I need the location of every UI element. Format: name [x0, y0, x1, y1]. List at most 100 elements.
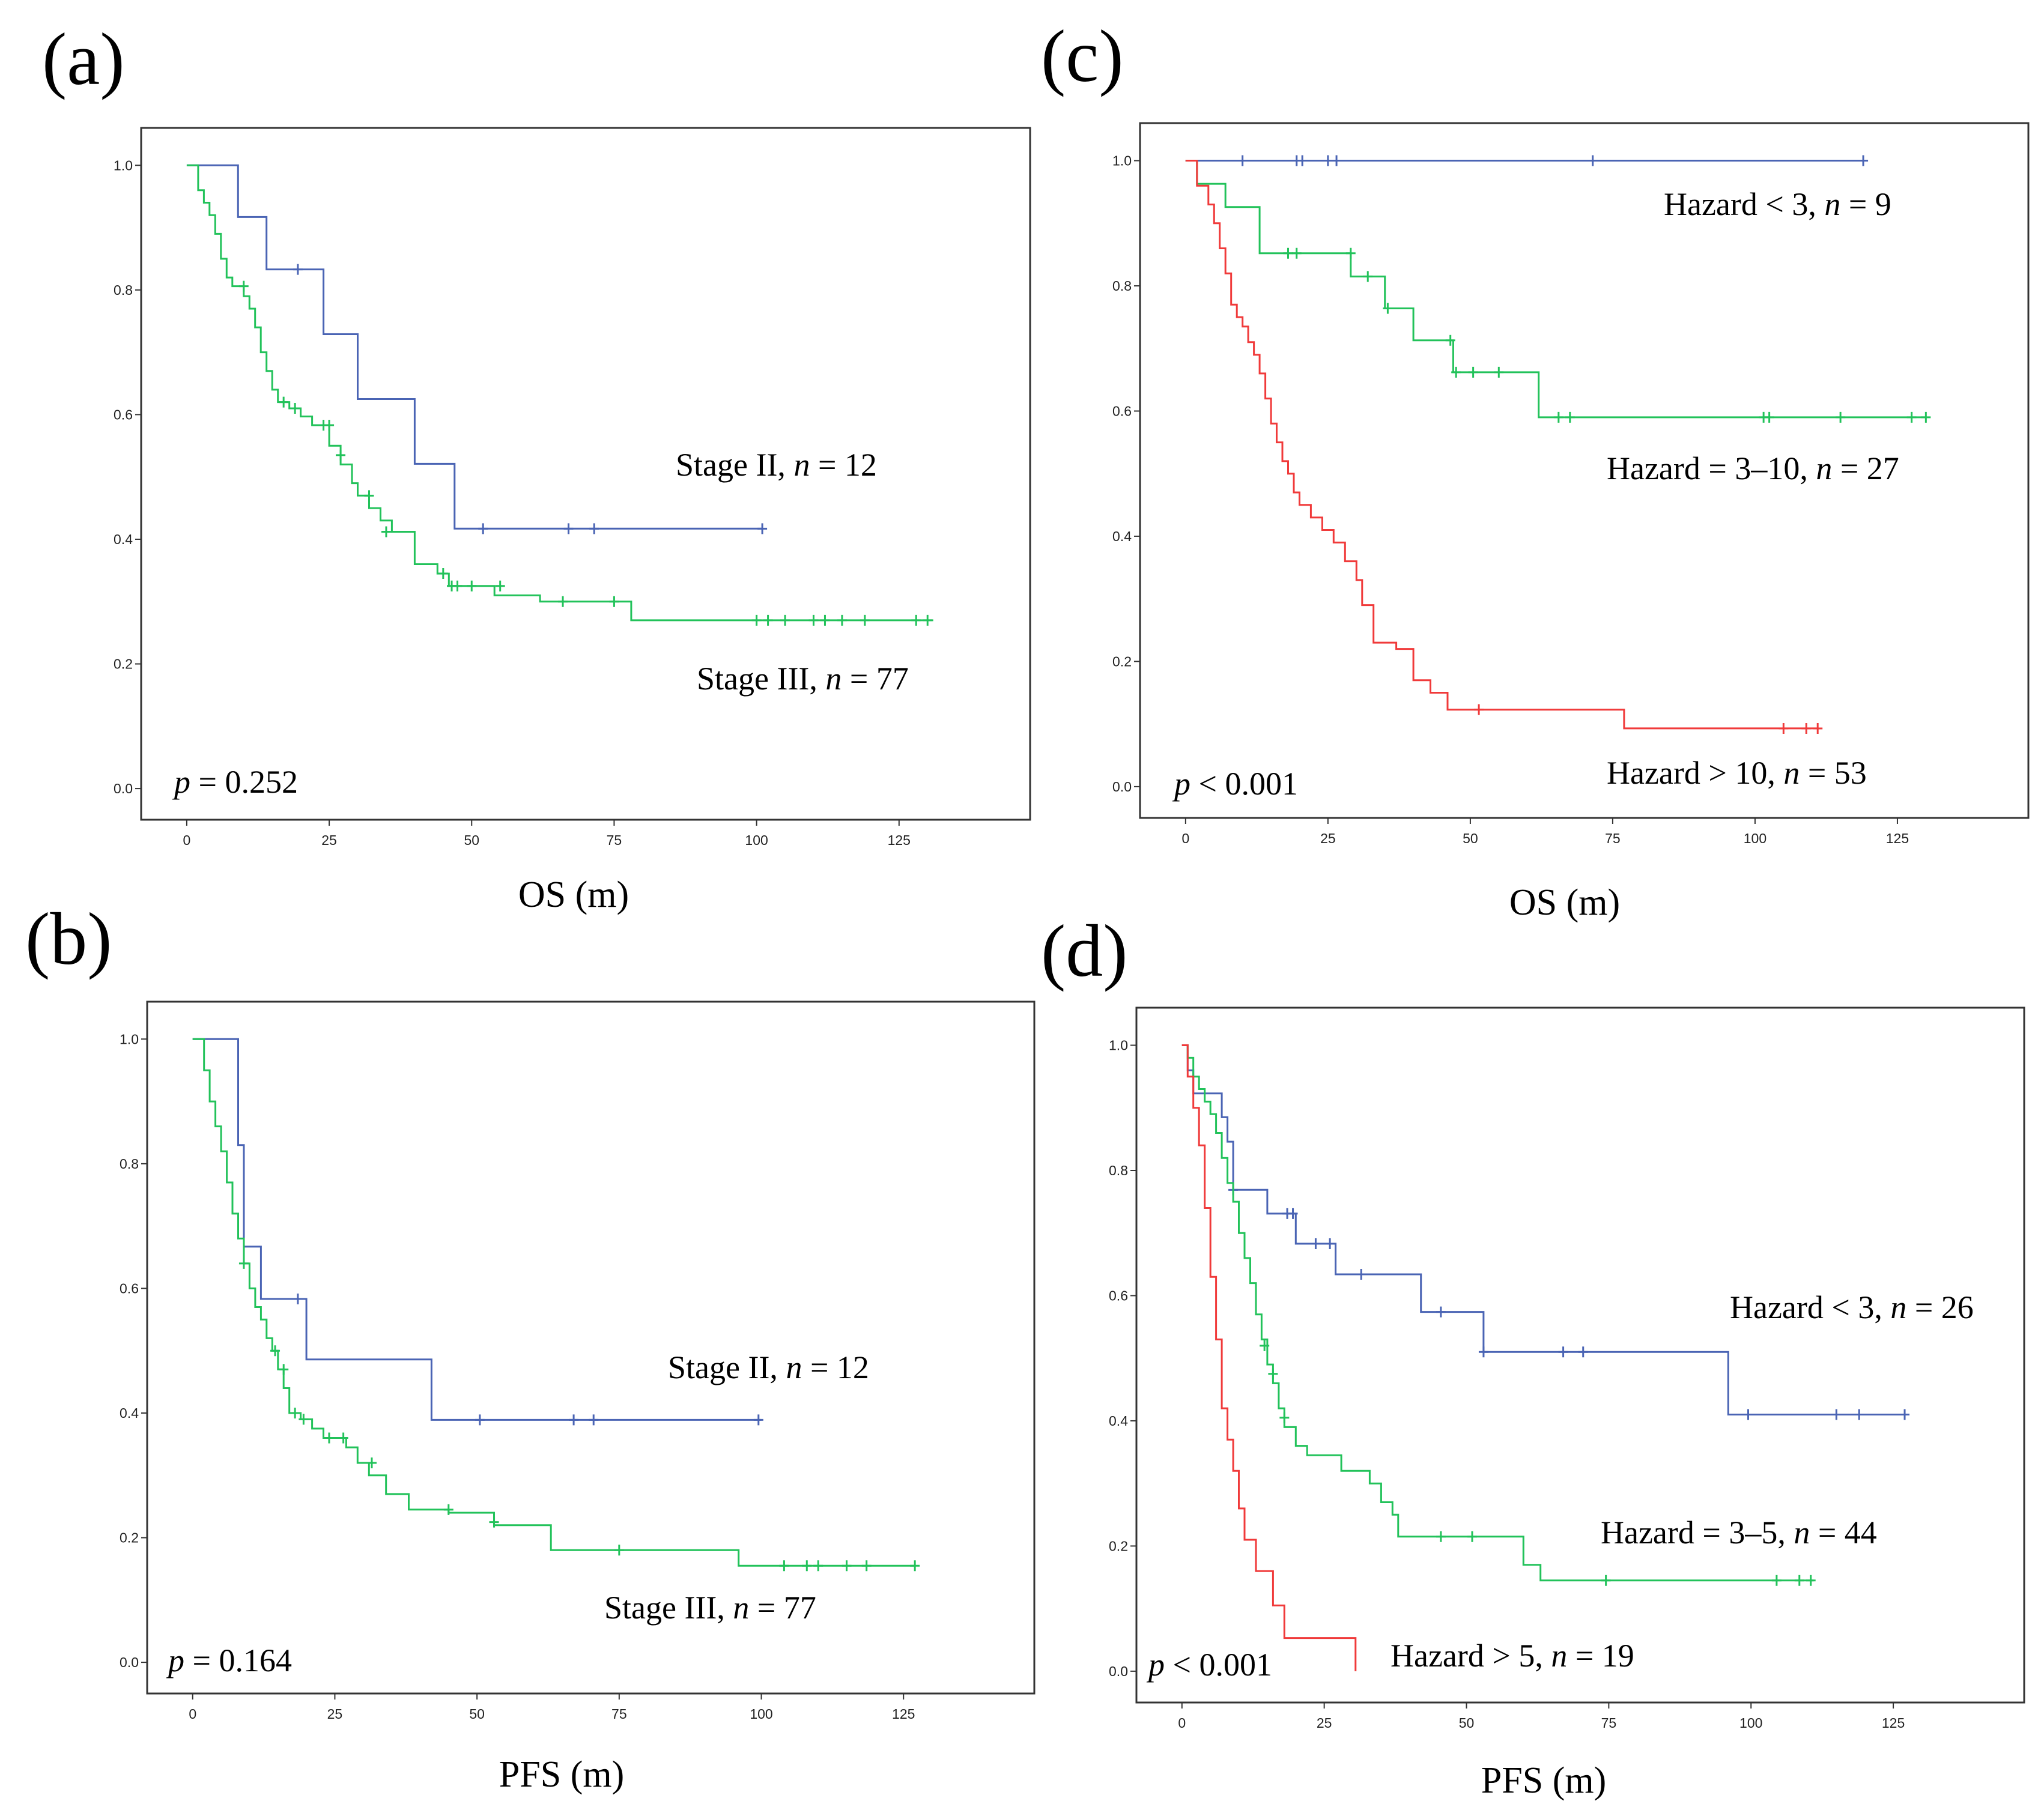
censor-mark [861, 1560, 872, 1572]
y-tick-label: 0.4 [1112, 528, 1132, 544]
series-label-1: Stage II, n = 12 [676, 447, 877, 483]
series-label-n: n [733, 1590, 749, 1626]
x-tick-label: 125 [892, 1706, 915, 1722]
censor-mark [589, 1414, 599, 1426]
x-tick-label: 75 [607, 832, 622, 848]
x-tick-label: 50 [469, 1706, 485, 1722]
plot-frame [1135, 1006, 2025, 1704]
censor-mark [293, 1294, 303, 1305]
x-tick-label: 25 [327, 1706, 343, 1722]
p-symbol: p [1172, 766, 1190, 802]
panel-letter: (c) [1041, 15, 1124, 97]
plot-frame [140, 127, 1031, 821]
censor-mark [757, 523, 768, 534]
survival-curve-2 [192, 1038, 915, 1567]
p-value-text: < 0.001 [1190, 766, 1298, 802]
y-tick-label: 0.0 [114, 781, 133, 796]
x-tick-label: 75 [1605, 831, 1621, 846]
y-tick-label: 1.0 [1109, 1038, 1128, 1053]
censor-mark [279, 1364, 289, 1375]
y-tick-label: 0.0 [1112, 779, 1132, 795]
x-tick-label: 50 [1459, 1715, 1475, 1731]
series-label-n: n [1816, 450, 1832, 486]
censor-mark [338, 1432, 348, 1444]
censor-mark [558, 596, 568, 607]
series-label-name: Hazard > 5, [1390, 1638, 1551, 1674]
censor-mark [1858, 155, 1869, 166]
censor-mark [1325, 1238, 1335, 1249]
censor-mark [381, 526, 391, 537]
x-tick-label: 50 [1463, 831, 1478, 846]
censor-mark [1311, 1238, 1321, 1249]
x-axis-label: PFS (m) [1481, 1760, 1606, 1801]
series-label-n: n [786, 1349, 802, 1385]
series-label-n: n [793, 447, 810, 483]
y-tick-label: 0.0 [1109, 1663, 1128, 1679]
censor-mark [1332, 155, 1342, 166]
censor-mark [1436, 1306, 1446, 1318]
censor-mark [802, 1560, 812, 1572]
panel-b: (b) 0.0 0.2 0.4 0.6 0.8 1.0 0 25 50 75 100 125 PFS (m… [25, 898, 1036, 1795]
y-tick-label: 0.8 [1109, 1163, 1128, 1178]
panel-letter: (b) [25, 898, 112, 980]
x-tick-label: 25 [1320, 831, 1336, 846]
survival-curve-2 [186, 164, 933, 622]
x-tick-label: 0 [1178, 1715, 1186, 1731]
censor-mark [1297, 155, 1308, 166]
censor-mark [1478, 1346, 1488, 1358]
censor-mark [1831, 1409, 1842, 1420]
x-axis-label: OS (m) [1509, 882, 1620, 923]
x-tick-label: 100 [1739, 1715, 1762, 1731]
censor-mark [1268, 1368, 1278, 1379]
censor-mark [614, 1545, 624, 1556]
series-label-count: = 9 [1840, 186, 1891, 222]
series-label-name: Hazard = 3–10, [1607, 450, 1816, 486]
y-tick-label: 0.4 [114, 531, 133, 547]
censor-mark [1260, 1340, 1270, 1351]
series-label-n: n [1783, 755, 1800, 791]
x-tick-label: 0 [189, 1706, 196, 1722]
y-tick-label: 0.4 [1109, 1413, 1128, 1429]
y-tick-label: 0.4 [120, 1405, 139, 1421]
censor-mark [808, 614, 819, 626]
y-tick-label: 0.2 [114, 656, 133, 672]
censor-mark [589, 523, 599, 534]
censor-mark [364, 490, 374, 501]
censor-mark [1906, 411, 1917, 423]
censor-mark [478, 523, 488, 534]
y-tick-label: 0.2 [120, 1530, 139, 1546]
censor-mark [1801, 722, 1812, 734]
x-tick-label: 125 [1886, 831, 1909, 846]
series-label-2: Stage III, n = 77 [604, 1590, 816, 1626]
series-label-name: Hazard > 10, [1607, 755, 1783, 791]
panel-d: (d) 0.0 0.2 0.4 0.6 0.8 1.0 0 25 50 75 100 125 PFS (m… [1041, 910, 2025, 1801]
series-label-count: = 77 [749, 1590, 816, 1626]
censor-mark [1771, 1575, 1782, 1586]
series-label-n: n [1890, 1289, 1906, 1325]
panel-a: (a) 0.0 0.2 0.4 0.6 0.8 1.0 0 25 50 75 100 125 OS (m)… [42, 18, 1031, 915]
censor-mark [238, 1258, 249, 1269]
censor-mark [1279, 1412, 1290, 1423]
censor-mark [290, 403, 300, 414]
censor-mark [1445, 334, 1455, 346]
censor-mark [1588, 155, 1598, 166]
series-label-name: Stage II, [676, 447, 793, 483]
series-label-2: Hazard = 3–5, n = 44 [1601, 1515, 1877, 1551]
x-tick-label: 75 [611, 1706, 627, 1722]
censor-mark [1383, 303, 1393, 314]
p-value-text: = 0.164 [184, 1642, 292, 1678]
x-tick-label: 100 [1744, 831, 1767, 846]
series-label-count: = 53 [1800, 755, 1866, 791]
series-label-1: Hazard < 3, n = 9 [1664, 186, 1891, 222]
panel-letter: (d) [1041, 910, 1128, 992]
y-tick-label: 0.0 [120, 1654, 139, 1670]
series-label-count: = 26 [1906, 1289, 1973, 1325]
p-value-text: = 0.252 [190, 764, 298, 800]
censor-mark [238, 280, 249, 292]
censor-mark [1806, 1575, 1816, 1586]
survival-curve-1 [186, 164, 763, 530]
p-value: p = 0.252 [172, 764, 298, 800]
censor-mark [1363, 271, 1373, 282]
censor-mark [279, 396, 289, 408]
